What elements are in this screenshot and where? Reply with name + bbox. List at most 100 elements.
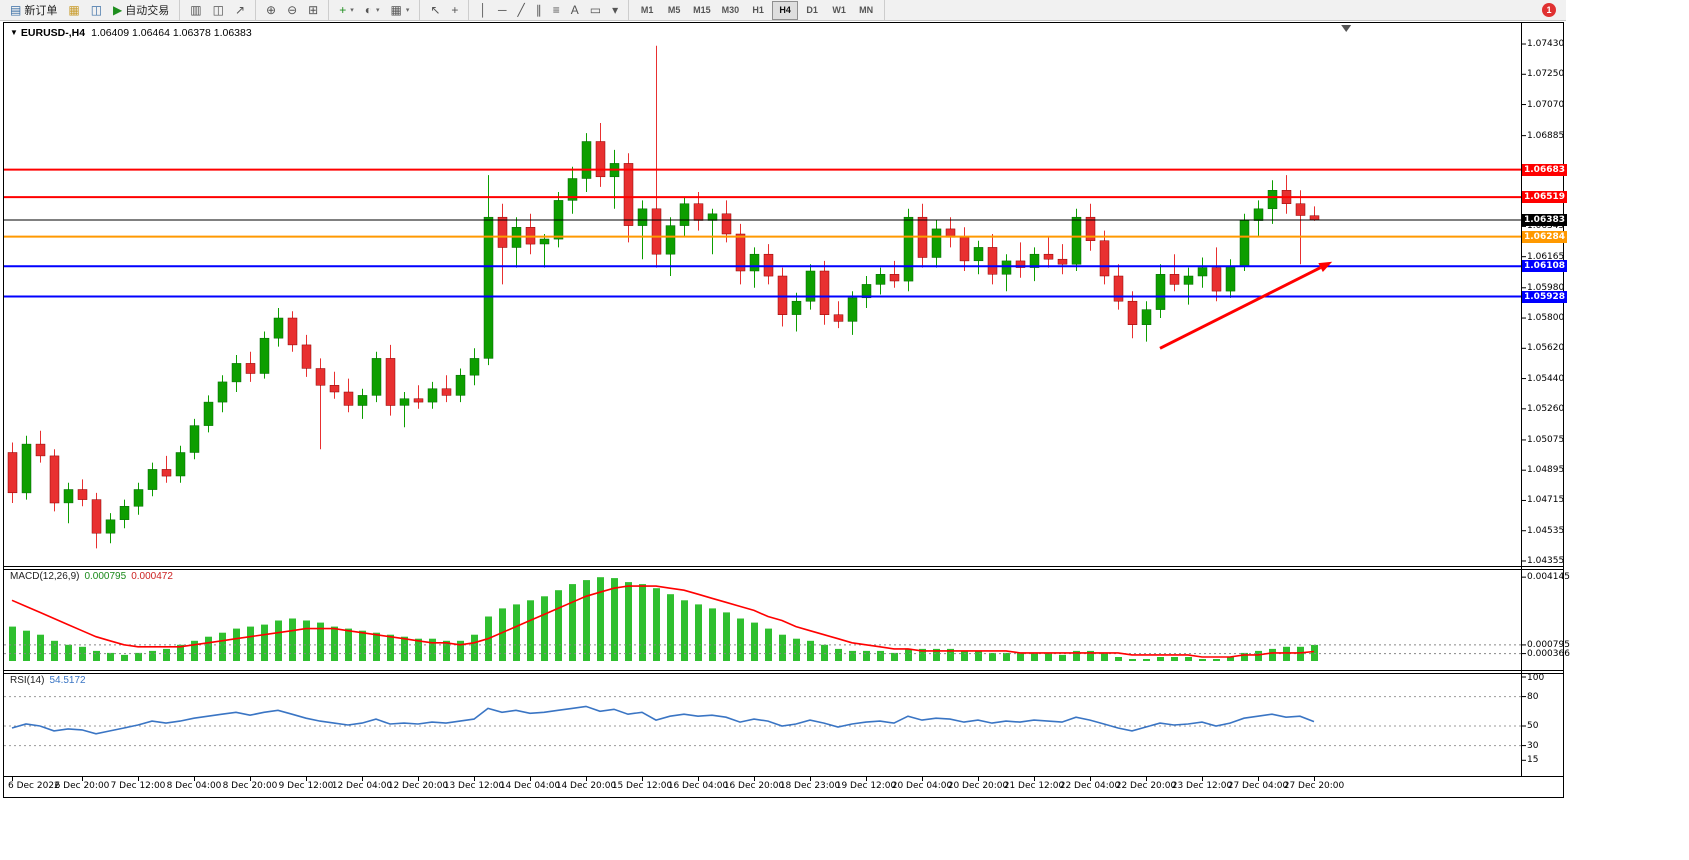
chart-window[interactable]: ▼ EURUSD-,H4 1.06409 1.06464 1.06378 1.063… bbox=[3, 22, 1570, 798]
price-tick-1.04355: 1.04355 bbox=[1527, 555, 1565, 566]
toolbar-group-cursor: ↖ + bbox=[420, 0, 470, 20]
time-label-45[interactable]: 15 Dec 12:00 bbox=[611, 781, 673, 791]
timeframe-m1-button[interactable]: M1 bbox=[640, 5, 654, 15]
crosshair-icon: + bbox=[451, 3, 459, 17]
templates-button[interactable]: ▦ ▾ bbox=[386, 1, 415, 20]
toolbar-group-line-studies: │ ─ ╱ ∥ ≡ A ▭ ▾ bbox=[469, 0, 630, 20]
time-label-21[interactable]: 9 Dec 12:00 bbox=[278, 781, 334, 791]
price-tag-1.06683: 1.06683 bbox=[1522, 163, 1567, 176]
zoom-in-button[interactable]: ⊕ bbox=[261, 1, 281, 20]
rsi-line bbox=[11, 705, 1315, 735]
timeframe-d1-button[interactable]: D1 bbox=[806, 5, 818, 15]
time-label-65[interactable]: 20 Dec 04:00 bbox=[891, 781, 953, 791]
autotrading-button[interactable]: ▶ 自动交易 bbox=[108, 1, 174, 20]
price-tick-1.04535: 1.04535 bbox=[1527, 525, 1565, 536]
navigator-button[interactable]: ◫ bbox=[86, 1, 107, 20]
price-tick-1.04895: 1.04895 bbox=[1527, 465, 1565, 476]
rsi-scale-80: 80 bbox=[1527, 691, 1539, 702]
trendline-button[interactable]: ╱ bbox=[512, 1, 529, 20]
macd-level-0.000795: 0.000795 bbox=[1527, 639, 1570, 650]
horizontal-line-button[interactable]: ─ bbox=[493, 1, 512, 20]
time-label-93[interactable]: 27 Dec 20:00 bbox=[1283, 781, 1345, 791]
timeframe-m30-button[interactable]: M30 bbox=[721, 5, 740, 15]
add-indicator-icon: + bbox=[339, 3, 347, 17]
zoom-out-button[interactable]: ⊖ bbox=[282, 1, 302, 20]
time-label-85[interactable]: 23 Dec 12:00 bbox=[1171, 781, 1233, 791]
trend-arrow-head[interactable] bbox=[1318, 261, 1333, 273]
macd-histogram bbox=[9, 577, 1318, 661]
time-label-57[interactable]: 18 Dec 23:00 bbox=[779, 781, 841, 791]
line-chart-icon: ↗ bbox=[234, 3, 246, 17]
text-button[interactable]: A bbox=[566, 1, 584, 20]
time-label-13[interactable]: 8 Dec 04:00 bbox=[166, 781, 222, 791]
candlestick-type-button[interactable]: ◫ bbox=[208, 1, 229, 20]
notification-badge[interactable]: 1 bbox=[1542, 3, 1556, 17]
rsi-scale-50: 50 bbox=[1527, 721, 1539, 731]
shapes-button[interactable]: ▾ bbox=[607, 1, 623, 20]
line-type-button[interactable]: ↗ bbox=[230, 1, 250, 20]
toolbar-group-standard: ▤ 新订单 ▦ ◫ ▶ 自动交易 bbox=[0, 0, 181, 20]
horizontal-line-icon: ─ bbox=[497, 3, 507, 17]
toolbar-group-insert: + ▾ ◐ ▾ ▦ ▾ bbox=[329, 0, 421, 20]
toolbar-group-timeframes: M1 M5 M15 M30 H1 H4 D1 W1 MN bbox=[629, 0, 886, 20]
template-icon: ▦ bbox=[390, 3, 402, 17]
time-label-77[interactable]: 22 Dec 04:00 bbox=[1059, 781, 1121, 791]
timeframe-m15-button[interactable]: M15 bbox=[693, 5, 711, 15]
timeframe-h4-button[interactable]: H4 bbox=[772, 0, 799, 20]
trendline-icon: ╱ bbox=[517, 3, 525, 17]
time-label-25[interactable]: 12 Dec 04:00 bbox=[331, 781, 393, 791]
time-label-61[interactable]: 19 Dec 12:00 bbox=[835, 781, 897, 791]
timeframe-mn-button[interactable]: MN bbox=[859, 5, 874, 15]
time-label-5[interactable]: 6 Dec 20:00 bbox=[54, 781, 110, 791]
time-label-73[interactable]: 21 Dec 12:00 bbox=[1003, 781, 1065, 791]
time-label-53[interactable]: 16 Dec 20:00 bbox=[723, 781, 785, 791]
time-label-9[interactable]: 7 Dec 12:00 bbox=[110, 781, 166, 791]
rsi-value: 54.5172 bbox=[49, 675, 86, 686]
crosshair-button[interactable]: + bbox=[446, 1, 463, 20]
toolbar-group-chart-types: ▥ ◫ ↗ bbox=[180, 0, 257, 20]
macd-main-value: 0.000795 bbox=[84, 571, 127, 582]
chart-shift-marker-icon[interactable] bbox=[1341, 25, 1352, 32]
channel-icon: ∥ bbox=[535, 3, 542, 17]
time-label-0[interactable]: 6 Dec 2022 bbox=[8, 781, 60, 791]
price-tick-1.07430: 1.07430 bbox=[1527, 39, 1565, 49]
rsi-scale-100: 100 bbox=[1527, 673, 1545, 683]
macd-scale-max: 0.004145 bbox=[1527, 572, 1570, 583]
tile-windows-button[interactable]: ⊞ bbox=[303, 1, 323, 20]
time-label-29[interactable]: 12 Dec 20:00 bbox=[387, 781, 449, 791]
label-button[interactable]: ▭ bbox=[585, 1, 606, 20]
text-icon: A bbox=[570, 3, 579, 17]
fibonacci-button[interactable]: ≡ bbox=[548, 1, 565, 20]
periods-button[interactable]: ◐ ▾ bbox=[360, 1, 385, 20]
time-label-37[interactable]: 14 Dec 04:00 bbox=[499, 781, 561, 791]
price-tick-1.05440: 1.05440 bbox=[1527, 373, 1565, 384]
trend-arrow[interactable] bbox=[1159, 266, 1322, 350]
timeframe-h1-button[interactable]: H1 bbox=[752, 5, 764, 15]
time-label-17[interactable]: 8 Dec 20:00 bbox=[222, 781, 278, 791]
fibonacci-icon: ≡ bbox=[552, 3, 560, 17]
vertical-line-button[interactable]: │ bbox=[474, 1, 492, 20]
cursor-button[interactable]: ↖ bbox=[425, 1, 445, 20]
time-label-49[interactable]: 16 Dec 04:00 bbox=[667, 781, 729, 791]
timeframe-w1-button[interactable]: W1 bbox=[832, 5, 846, 15]
charts-icon: ▦ bbox=[68, 3, 80, 17]
bars-type-button[interactable]: ▥ bbox=[185, 1, 206, 20]
indicators-button[interactable]: + ▾ bbox=[334, 1, 359, 20]
time-label-33[interactable]: 13 Dec 12:00 bbox=[443, 781, 505, 791]
price-tick-1.06345: 1.06345 bbox=[1527, 221, 1565, 232]
time-label-89[interactable]: 27 Dec 04:00 bbox=[1227, 781, 1289, 791]
vertical-line-icon: │ bbox=[479, 3, 487, 17]
time-label-69[interactable]: 20 Dec 20:00 bbox=[947, 781, 1009, 791]
autotrading-button-label: 自动交易 bbox=[125, 5, 170, 17]
timeframe-m5-button[interactable]: M5 bbox=[667, 5, 681, 15]
new-order-button[interactable]: ▤ 新订单 bbox=[5, 1, 62, 20]
price-tick-1.05800: 1.05800 bbox=[1527, 313, 1565, 324]
chart-canvas[interactable] bbox=[3, 22, 1564, 798]
price-tick-1.05075: 1.05075 bbox=[1527, 434, 1565, 445]
charts-button[interactable]: ▦ bbox=[63, 1, 84, 20]
autotrading-play-icon: ▶ bbox=[113, 3, 123, 17]
time-label-81[interactable]: 22 Dec 20:00 bbox=[1115, 781, 1177, 791]
channel-button[interactable]: ∥ bbox=[531, 1, 547, 20]
time-label-41[interactable]: 14 Dec 20:00 bbox=[555, 781, 617, 791]
chart-menu-arrow-icon[interactable]: ▼ bbox=[10, 28, 18, 37]
